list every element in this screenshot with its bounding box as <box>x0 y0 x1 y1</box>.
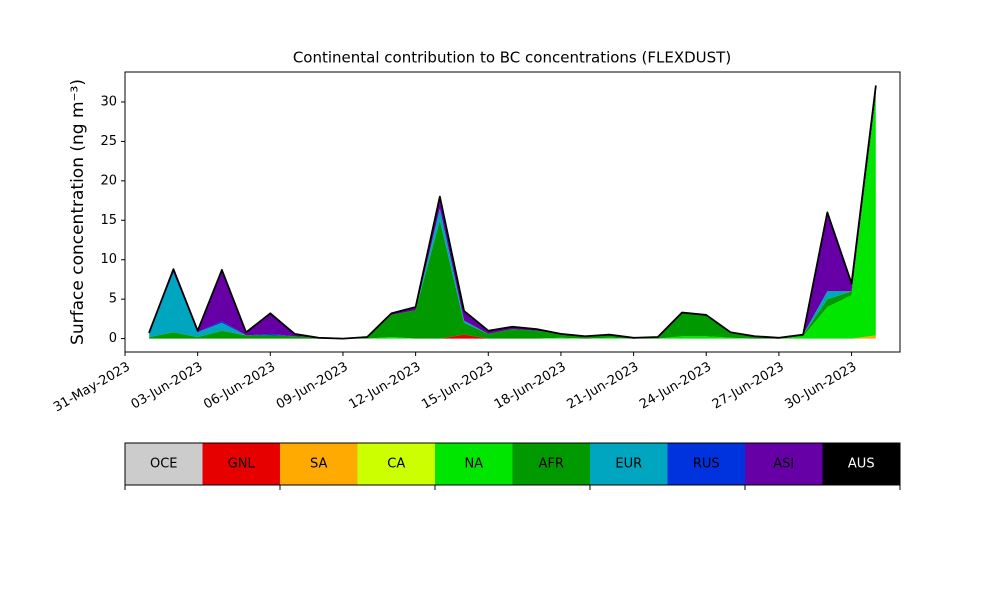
y-tick-label: 25 <box>100 134 117 149</box>
x-tick-label: 03-Jun-2023 <box>129 360 206 413</box>
x-tick-label: 15-Jun-2023 <box>419 360 496 413</box>
x-tick-label: 09-Jun-2023 <box>274 360 351 413</box>
legend-label: OCE <box>150 457 178 472</box>
x-tick-label: 21-Jun-2023 <box>565 360 642 413</box>
legend-swatch <box>590 443 668 485</box>
area <box>149 86 876 339</box>
y-tick-label: 0 <box>109 331 117 346</box>
legend-label: NA <box>464 457 483 472</box>
x-tick-label: 24-Jun-2023 <box>637 360 714 413</box>
legend-label: SA <box>310 457 327 472</box>
area <box>149 94 876 339</box>
y-axis-label: Surface concentration (ng m⁻³) <box>68 79 88 345</box>
area <box>148 85 877 340</box>
legend-swatch <box>822 443 900 485</box>
legend-swatch <box>280 443 358 485</box>
legend-swatch <box>357 443 435 485</box>
legend-swatch <box>202 443 280 485</box>
x-tick-label: 18-Jun-2023 <box>492 360 569 413</box>
legend-swatch <box>512 443 590 485</box>
x-tick-label: 06-Jun-2023 <box>201 360 278 413</box>
x-tick-label: 30-Jun-2023 <box>782 360 859 413</box>
y-tick-label: 15 <box>100 213 117 228</box>
legend-swatch <box>745 443 823 485</box>
legend-label: AFR <box>539 457 564 472</box>
y-tick-label: 10 <box>100 252 117 267</box>
legend-label: ASI <box>773 457 794 472</box>
area <box>149 94 876 339</box>
legend-frame <box>124 442 901 486</box>
plot-frame <box>124 71 901 353</box>
legend-label: RUS <box>693 457 720 472</box>
chart-title: Continental contribution to BC concentra… <box>293 49 731 67</box>
area <box>149 94 876 339</box>
legend-label: EUR <box>615 457 642 472</box>
area <box>149 98 876 339</box>
legend-swatch <box>125 443 203 485</box>
y-tick-label: 20 <box>100 173 117 188</box>
x-tick-label: 12-Jun-2023 <box>347 360 424 413</box>
legend-label: GNL <box>228 457 256 472</box>
legend-label: AUS <box>848 457 875 472</box>
legend-swatch <box>435 443 513 485</box>
y-tick-label: 5 <box>109 292 117 307</box>
y-tick-label: 30 <box>100 94 117 109</box>
legend-label: CA <box>387 457 405 472</box>
legend-swatch <box>667 443 745 485</box>
x-tick-label: 31-May-2023 <box>51 360 133 416</box>
x-tick-label: 27-Jun-2023 <box>710 360 787 413</box>
